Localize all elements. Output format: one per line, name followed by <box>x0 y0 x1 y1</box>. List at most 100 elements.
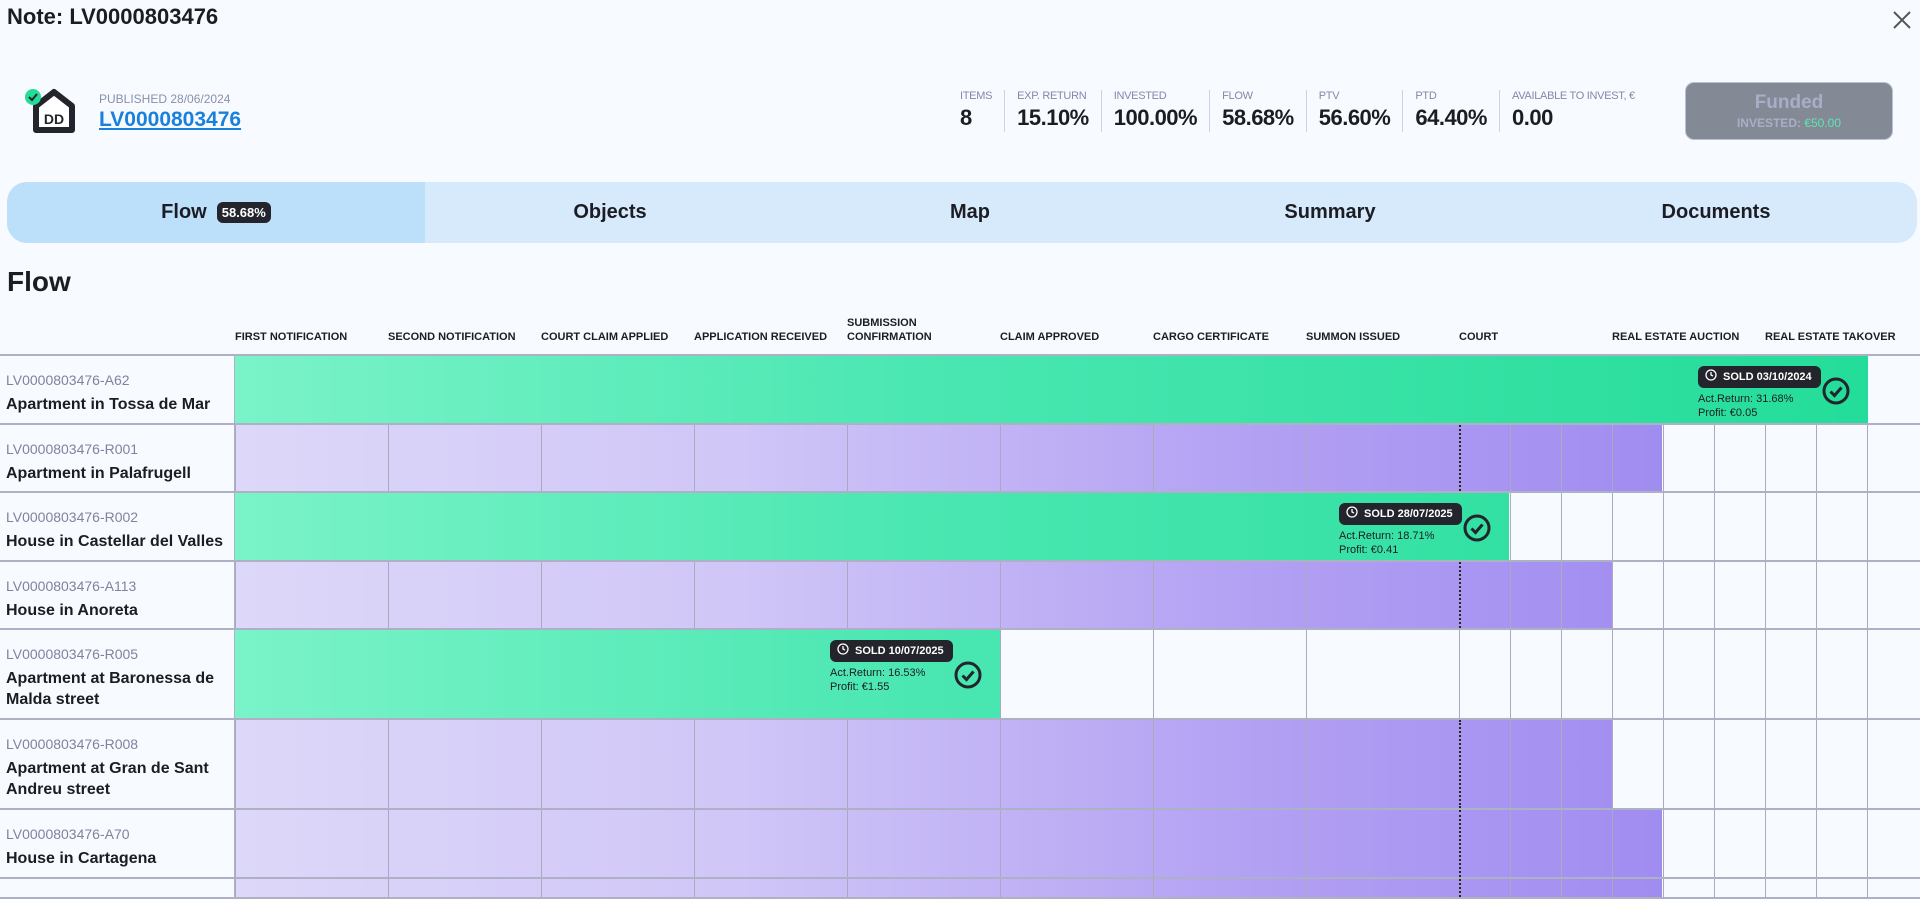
table-row[interactable]: LV0000803476-A70 House in Cartagena <box>0 810 1920 879</box>
stage-cell <box>694 562 847 628</box>
funded-label: Funded <box>1754 92 1824 113</box>
stage-cell <box>1000 879 1153 897</box>
object-name: Apartment at Gran de Sant Andreu street <box>6 760 209 798</box>
stat-flow: FLOW 58.68% <box>1209 90 1306 132</box>
stage-cell <box>1153 562 1306 628</box>
actual-return: Act.Return: 16.53% <box>830 667 926 679</box>
stage-cell <box>1306 630 1459 718</box>
tab-documents[interactable]: Documents <box>1515 182 1917 243</box>
stage-subcell <box>1816 879 1867 897</box>
table-row[interactable]: LV0000803476-R005 Apartment at Baronessa … <box>0 630 1920 720</box>
stage-subcell <box>1561 425 1612 491</box>
stage-subcell <box>1816 493 1867 560</box>
stage-header: REAL ESTATE TAKOVER <box>1765 331 1896 343</box>
stage-subcell <box>1663 720 1714 808</box>
stage-subcell <box>1459 720 1510 808</box>
stage-cell <box>235 425 388 491</box>
stage-subcell <box>1561 810 1612 877</box>
stage-subcell <box>1459 630 1510 718</box>
stage-header: FIRST NOTIFICATION <box>235 331 348 343</box>
stage-cell <box>1306 562 1459 628</box>
svg-text:DD: DD <box>44 111 64 127</box>
stage-cell <box>541 879 694 897</box>
section-title: Flow <box>7 266 71 297</box>
stage-cell <box>1000 720 1153 808</box>
stage-subcell <box>1765 562 1816 628</box>
stage-cell <box>235 720 388 808</box>
stat-invested: INVESTED 100.00% <box>1100 90 1209 132</box>
today-marker <box>1459 425 1461 491</box>
stage-cell <box>1000 562 1153 628</box>
stage-cell <box>541 720 694 808</box>
table-row[interactable]: LV0000803476-R008 Apartment at Gran de Sa… <box>0 720 1920 810</box>
stage-cell <box>235 879 388 897</box>
today-marker <box>1459 720 1461 808</box>
sold-badge: SOLD 03/10/2024 <box>1698 366 1821 388</box>
tab-badge: 58.68% <box>216 202 271 223</box>
clock-icon <box>837 643 849 659</box>
stage-cell <box>1306 425 1459 491</box>
page-title: Note: LV0000803476 <box>7 4 219 29</box>
stage-subcell <box>1765 493 1816 560</box>
check-circle-icon <box>1822 377 1850 405</box>
stage-subcell <box>1765 630 1816 718</box>
check-circle-icon <box>1463 514 1491 542</box>
stage-subcell <box>1510 562 1561 628</box>
funded-button[interactable]: Funded INVESTED: €50.00 <box>1685 82 1893 140</box>
stat-value: 100.00% <box>1113 105 1198 130</box>
stage-cell <box>388 425 541 491</box>
stat-label: PTD <box>1415 90 1437 102</box>
stage-subcell <box>1459 879 1510 897</box>
stage-subcell <box>1765 425 1816 491</box>
object-name: House in Castellar del Valles <box>6 533 223 550</box>
profit: Profit: €0.05 <box>1698 407 1758 419</box>
row-label: LV0000803476-A70 House in Cartagena <box>0 810 235 877</box>
table-row[interactable]: LV0000803476-R002 House in Castellar del … <box>0 493 1920 562</box>
stage-cell <box>694 810 847 877</box>
table-row[interactable] <box>0 879 1920 899</box>
stage-subcell <box>1867 720 1918 808</box>
object-id: LV0000803476-A70 <box>6 826 130 842</box>
object-id: LV0000803476-A113 <box>6 578 137 594</box>
stage-subcell <box>1612 562 1663 628</box>
stat-label: AVAILABLE TO INVEST, € <box>1511 90 1635 102</box>
stage-cell <box>541 810 694 877</box>
stage-cell <box>388 720 541 808</box>
stage-subcell <box>1510 879 1561 897</box>
stage-cell <box>541 562 694 628</box>
object-name: House in Cartagena <box>6 850 157 867</box>
stage-subcell <box>1561 720 1612 808</box>
sold-bar: SOLD 10/07/2025 Act.Return: 16.53% Profit:… <box>235 630 1000 718</box>
stage-cell <box>1306 879 1459 897</box>
stat-value: 58.68% <box>1222 105 1294 130</box>
invested-amount: INVESTED: €50.00 <box>1736 116 1842 130</box>
sold-info: SOLD 10/07/2025 Act.Return: 16.53% Profit:… <box>830 640 953 694</box>
table-row[interactable]: LV0000803476-R001 Apartment in Palafrugel… <box>0 425 1920 493</box>
stat-label: FLOW <box>1222 90 1253 102</box>
clock-icon <box>1705 369 1717 385</box>
stat-label: ITEMS <box>960 90 993 102</box>
tab-objects[interactable]: Objects <box>425 182 795 243</box>
tab-flow[interactable]: Flow 58.68% <box>7 182 425 243</box>
tab-summary[interactable]: Summary <box>1145 182 1515 243</box>
flow-track: SOLD 28/07/2025 Act.Return: 18.71% Profit:… <box>235 493 1918 560</box>
stage-cell <box>1153 879 1306 897</box>
stat-value: 15.10% <box>1017 105 1089 130</box>
flow-track <box>235 562 1918 628</box>
sold-bar: SOLD 28/07/2025 Act.Return: 18.71% Profit:… <box>235 493 1509 560</box>
progress-fill <box>235 720 1612 808</box>
stage-cell <box>1153 720 1306 808</box>
stage-cell <box>847 810 1000 877</box>
today-marker <box>1459 810 1461 877</box>
stage-subcell <box>1612 493 1663 560</box>
close-icon[interactable] <box>1890 8 1914 32</box>
stage-subcell <box>1816 562 1867 628</box>
stage-cell <box>1306 720 1459 808</box>
note-link[interactable]: LV0000803476 <box>99 108 242 131</box>
table-row[interactable]: LV0000803476-A62 Apartment in Tossa de Ma… <box>0 356 1920 425</box>
sold-date: SOLD 28/07/2025 <box>1364 508 1453 520</box>
stage-cell <box>388 810 541 877</box>
tab-map[interactable]: Map <box>795 182 1145 243</box>
table-row[interactable]: LV0000803476-A113 House in Anoreta <box>0 562 1920 630</box>
stat-value: 64.40% <box>1415 105 1487 130</box>
